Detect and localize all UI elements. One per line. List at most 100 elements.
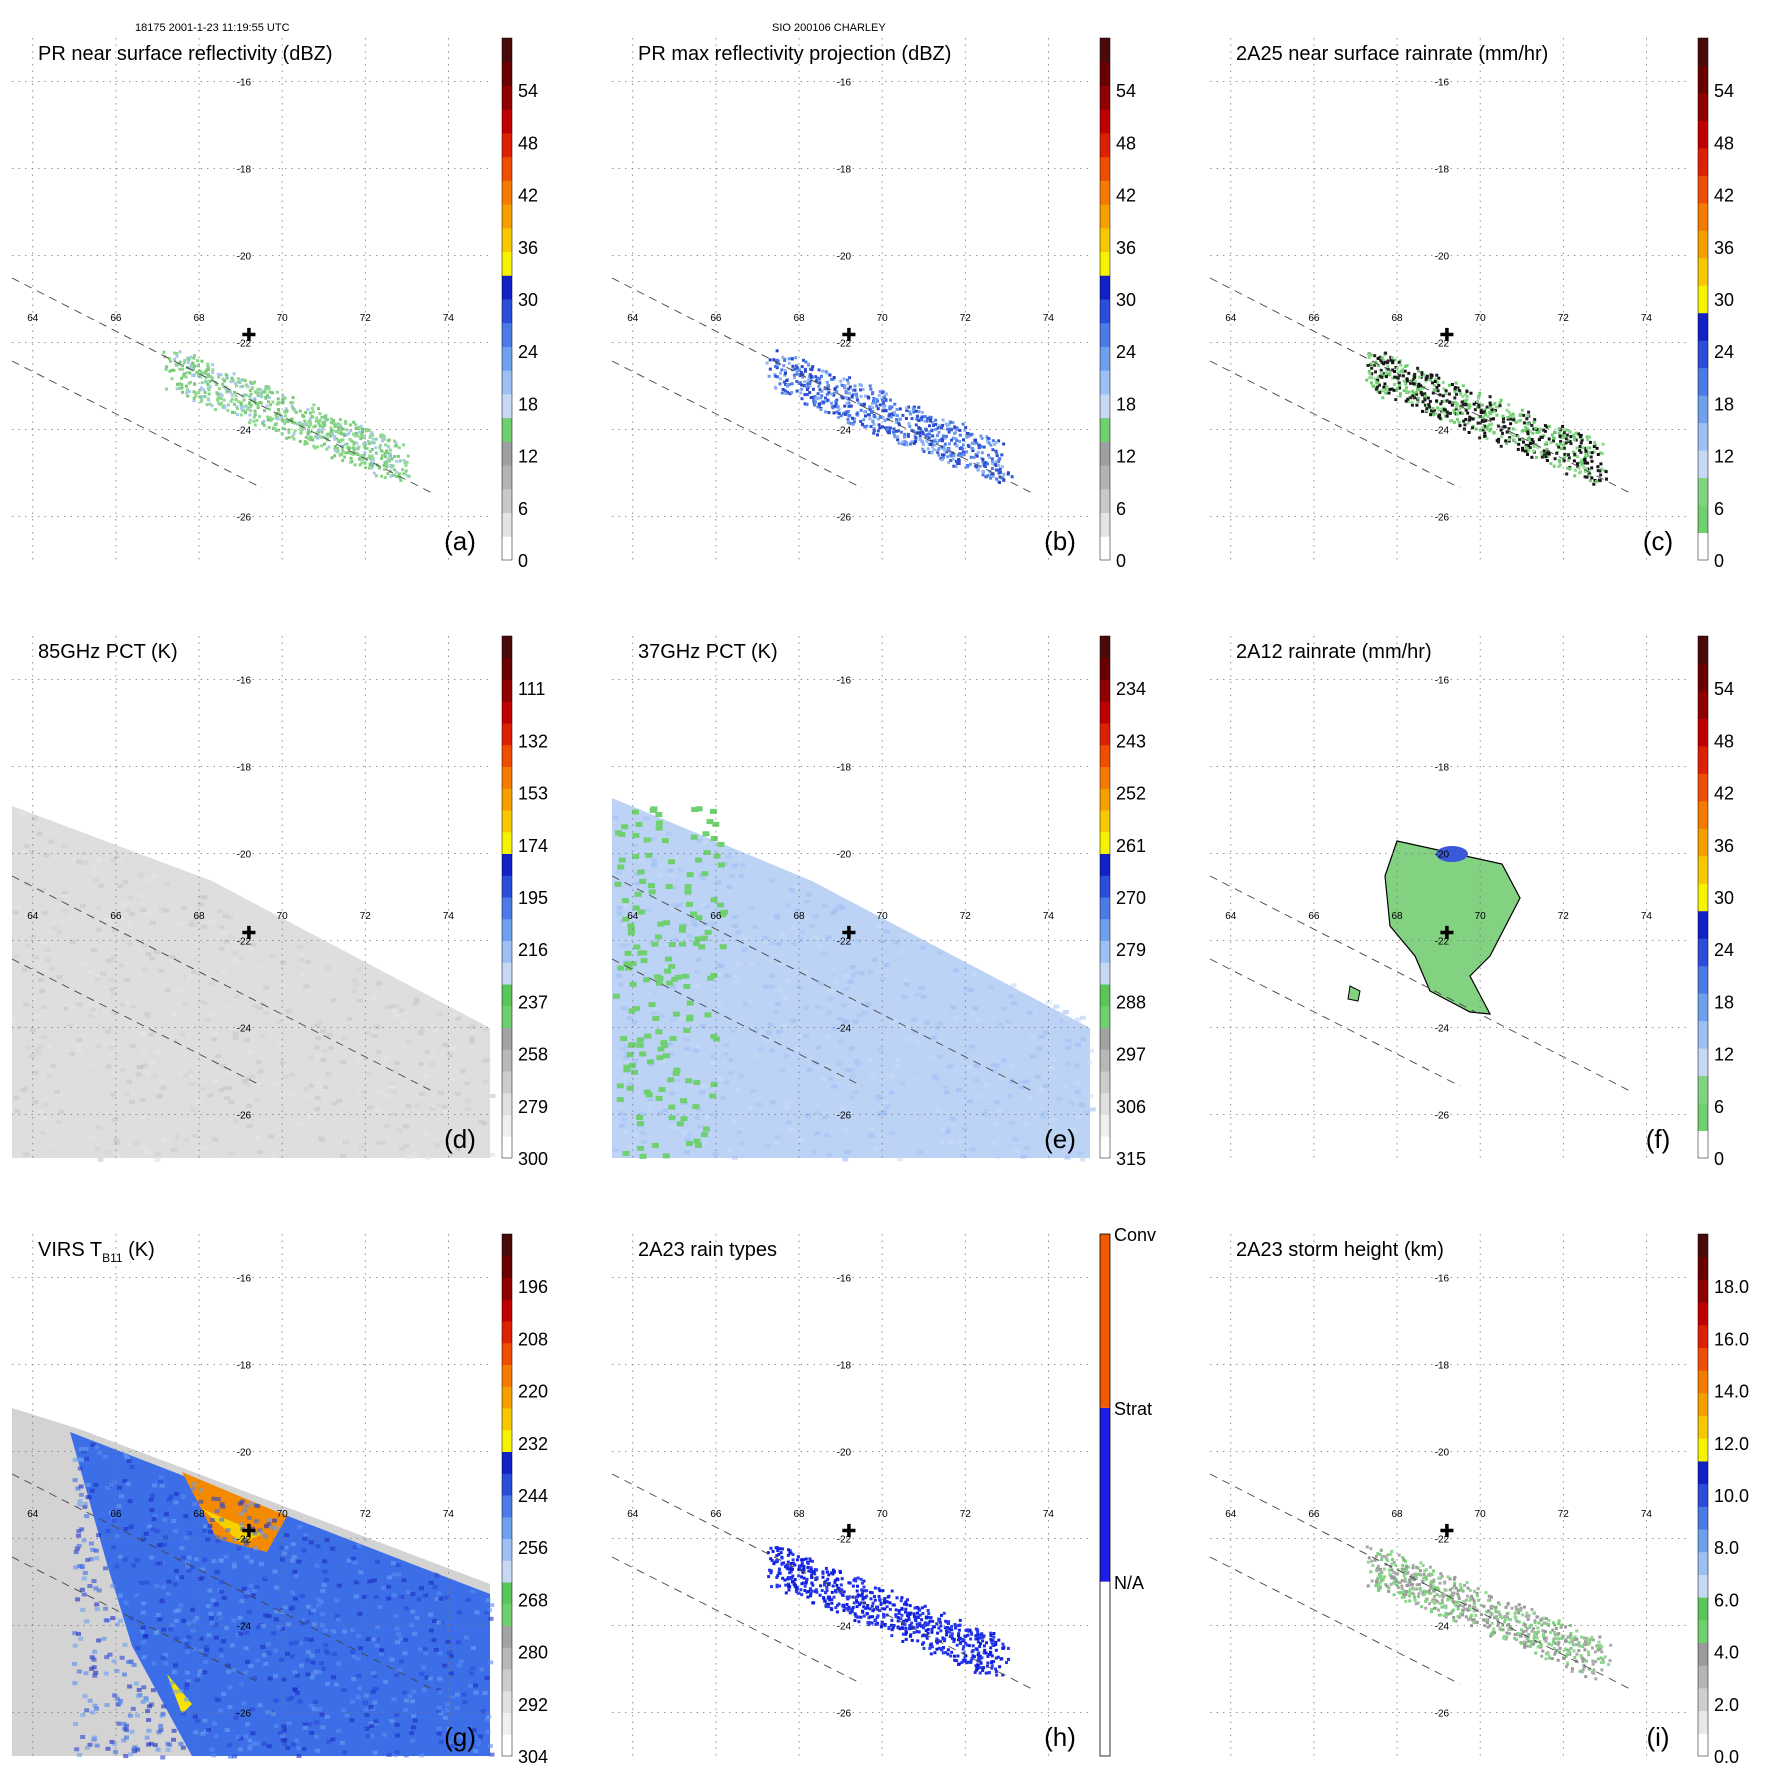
virs-pixel	[227, 1743, 233, 1748]
rain-pixel	[178, 387, 182, 391]
swath-pixel	[869, 1072, 876, 1077]
swath-pixel-green	[672, 1070, 680, 1076]
virs-pixel	[335, 1617, 341, 1622]
virs-pixel	[450, 1697, 456, 1702]
virs-pixel	[111, 1742, 117, 1747]
rain-pixel	[1006, 471, 1010, 475]
swath-pixel	[77, 883, 84, 888]
rain-pixel	[1370, 366, 1374, 370]
swath-pixel	[469, 1147, 476, 1151]
swath-pixel	[124, 1000, 131, 1005]
rain-pixel	[793, 376, 796, 380]
swath-pixel	[623, 932, 630, 937]
rain-pixel	[1413, 375, 1417, 379]
swath-pixel	[383, 1055, 390, 1060]
rain-pixel	[335, 437, 339, 441]
swath-pixel-green	[703, 850, 711, 855]
lon-tick-label: 74	[443, 1509, 455, 1520]
rain-pixel	[349, 429, 353, 433]
rain-pixel	[1506, 417, 1510, 421]
virs-pixel	[146, 1718, 152, 1722]
colorbar-frame	[1697, 37, 1709, 561]
rain-pixel	[340, 438, 344, 442]
rain-pixel	[1602, 469, 1606, 472]
swath-pixel-green	[707, 975, 715, 981]
rain-pixel	[1000, 465, 1004, 469]
rain-pixel	[1573, 436, 1577, 439]
virs-pixel	[436, 1691, 442, 1696]
swath-pixel	[1084, 1111, 1091, 1115]
rain-pixel	[330, 421, 333, 425]
rain-pixel	[1584, 448, 1588, 452]
swath-pixel	[172, 1154, 179, 1159]
virs-pixel	[287, 1691, 292, 1696]
virs-pixel	[105, 1746, 111, 1751]
swath-pixel	[856, 1013, 863, 1018]
colorbar-tick-label: 54	[518, 81, 538, 101]
swath-pixel	[815, 1005, 822, 1010]
colorbar-segment	[1698, 120, 1708, 149]
swath-pixel	[768, 984, 775, 989]
virs-pixel	[309, 1675, 315, 1680]
rain-pixel	[1511, 412, 1515, 416]
lat-tick-label: -16	[1435, 78, 1450, 89]
swath-pixel	[76, 1069, 83, 1073]
rain-pixel	[932, 448, 936, 452]
rain-pixel	[1505, 441, 1509, 445]
rain-pixel	[1373, 354, 1377, 358]
swath-pixel	[1038, 1088, 1045, 1093]
virs-pixel	[395, 1640, 401, 1645]
swath-pixel	[261, 943, 268, 948]
rain-pixel	[256, 394, 260, 397]
virs-pixel	[332, 1652, 338, 1657]
rain-pixel	[242, 398, 246, 402]
rain-pixel	[787, 383, 791, 387]
swath-pixel	[297, 945, 304, 950]
virs-pixel	[322, 1628, 328, 1633]
virs-pixel	[198, 1649, 204, 1654]
virs-pixel	[251, 1589, 257, 1593]
virs-pixel	[82, 1504, 88, 1509]
rain-pixel	[291, 406, 295, 410]
rain-pixel	[976, 450, 980, 454]
rain-pixel	[871, 391, 875, 395]
swath-pixel	[371, 1034, 378, 1038]
swath-pixel	[25, 1121, 32, 1126]
rain-pixel	[1590, 451, 1594, 455]
swath-pixel	[376, 981, 383, 986]
rain-pixel	[775, 366, 779, 370]
rain-pixel	[192, 367, 196, 371]
swath-pixel	[188, 1082, 195, 1087]
lon-tick-label: 70	[277, 1509, 289, 1520]
rain-pixel	[925, 419, 929, 423]
rain-pixel	[1416, 384, 1420, 388]
rain-pixel	[303, 440, 307, 444]
swath-pixel	[125, 954, 132, 959]
virs-pixel	[149, 1555, 155, 1560]
rain-pixel	[196, 371, 199, 375]
swath-pixel	[286, 1034, 293, 1039]
virs-pixel	[121, 1721, 127, 1726]
swath-pixel	[212, 1137, 219, 1142]
virs-pixel	[428, 1612, 434, 1617]
swath-pixel	[235, 986, 242, 991]
rain-pixel	[297, 422, 301, 426]
rain-pixel	[878, 390, 882, 393]
virs-pixel	[436, 1607, 442, 1612]
rain-pixel	[940, 425, 944, 429]
swath-pixel	[223, 990, 230, 995]
rain-pixel	[1412, 378, 1416, 381]
rain-pixel	[1573, 474, 1577, 478]
rain-pixel	[946, 427, 950, 431]
rain-pixel	[1379, 368, 1383, 372]
rain-pixel	[1566, 466, 1570, 470]
swath-pixel	[132, 1133, 138, 1138]
swath-pixel	[851, 1076, 858, 1081]
swath-pixel-green	[640, 958, 648, 963]
virs-pixel	[253, 1519, 259, 1524]
swath-pixel	[668, 1125, 675, 1129]
swath-pixel	[623, 1055, 630, 1060]
colorbar-segment	[502, 1136, 512, 1159]
swath-pixel	[803, 970, 809, 975]
swath-pixel	[23, 844, 30, 849]
